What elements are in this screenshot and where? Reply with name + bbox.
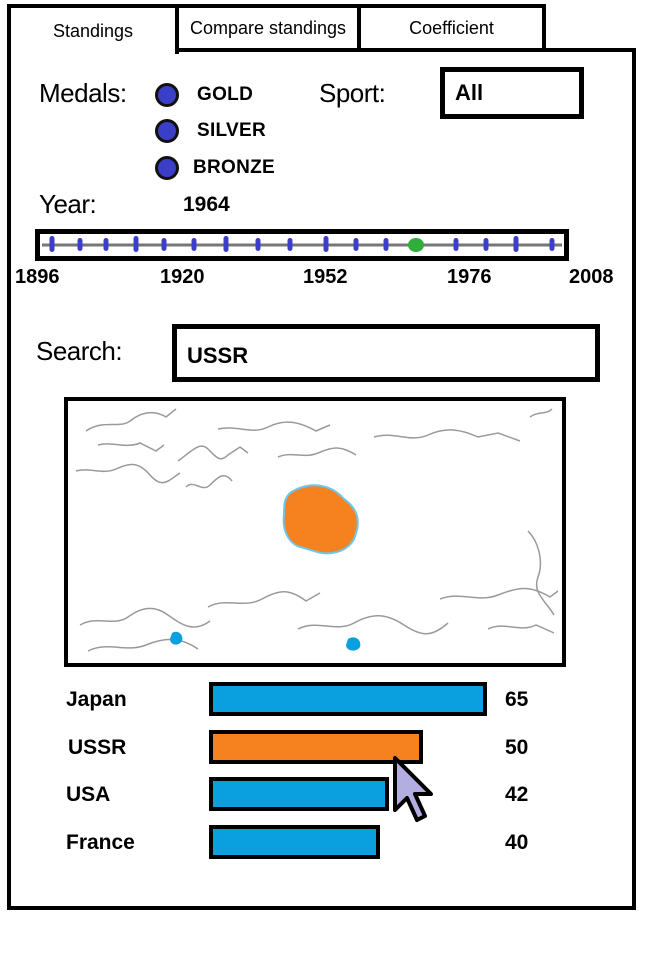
standings-panel: Medals: GOLD SILVER BRONZE Sport: All Ye… [7,48,636,910]
bar-value-japan: 65 [505,688,529,711]
year-tick-1896: 1896 [15,266,60,288]
bar-label-usa: USA [66,783,111,806]
slider-year-marker[interactable] [223,236,229,252]
year-tick-1952: 1952 [303,266,348,288]
slider-year-marker[interactable] [483,238,489,251]
slider-year-marker[interactable] [191,238,197,251]
tab-standings[interactable]: Standings [7,4,179,54]
slider-year-marker[interactable] [49,236,55,252]
bar-ussr[interactable] [209,730,423,764]
silver-radio[interactable] [155,119,179,143]
search-label: Search: [36,336,123,366]
silver-label: SILVER [197,120,267,141]
bar-value-usa: 42 [505,783,529,806]
year-tick-1976: 1976 [447,266,492,288]
tab-compare-standings-label: Compare standings [189,17,347,38]
slider-year-marker[interactable] [161,238,167,251]
medals-label: Medals: [39,78,127,108]
medal-option-gold[interactable]: GOLD [155,83,253,107]
year-tick-1920: 1920 [160,266,205,288]
slider-year-marker[interactable] [549,238,555,251]
slider-year-marker[interactable] [77,238,83,251]
year-value: 1964 [183,193,230,216]
slider-year-marker[interactable] [323,236,329,252]
bar-value-ussr: 50 [505,736,529,759]
bronze-label: BRONZE [193,157,276,178]
gold-label: GOLD [197,84,254,105]
sport-select-value: All [455,80,484,105]
tab-coefficient[interactable]: Coefficient [357,4,546,48]
year-slider-track [42,236,562,252]
medal-option-bronze[interactable]: BRONZE [155,156,275,180]
ussr-region [282,484,359,555]
search-input-value: USSR [187,343,249,368]
search-input[interactable]: USSR [172,324,600,382]
bronze-radio[interactable] [155,156,179,180]
slider-year-marker[interactable] [453,238,459,251]
slider-year-marker[interactable] [353,238,359,251]
tab-coefficient-label: Coefficient [409,17,494,38]
slider-year-marker[interactable] [513,236,519,252]
year-slider[interactable] [35,229,569,261]
usa-spot [346,637,361,651]
bar-label-japan: Japan [66,688,127,711]
medal-option-silver[interactable]: SILVER [155,119,266,143]
slider-year-marker[interactable] [255,238,261,251]
bar-value-france: 40 [505,831,529,854]
japan-spot [170,631,183,645]
year-tick-2008: 2008 [569,266,614,288]
gold-radio[interactable] [155,83,179,107]
slider-year-marker[interactable] [287,238,293,251]
map-outlines [75,408,559,652]
medal-bar-chart: Japan 65 USSR 50 USA 42 France 40 [11,682,632,882]
slider-year-marker[interactable] [383,238,389,251]
tab-standings-label: Standings [52,20,134,41]
slider-selected-marker[interactable] [408,238,424,252]
slider-year-marker[interactable] [133,236,139,252]
tab-compare-standings[interactable]: Compare standings [175,4,361,48]
sport-select[interactable]: All [440,67,584,119]
bar-usa[interactable] [209,777,389,811]
bar-label-ussr: USSR [68,736,127,759]
world-map[interactable] [64,397,566,667]
slider-year-marker[interactable] [103,238,109,251]
bar-label-france: France [66,831,135,854]
bar-japan[interactable] [209,682,487,716]
year-label: Year: [39,189,97,219]
sport-label: Sport: [319,78,386,108]
mouse-cursor-icon [393,756,433,822]
bar-france[interactable] [209,825,380,859]
